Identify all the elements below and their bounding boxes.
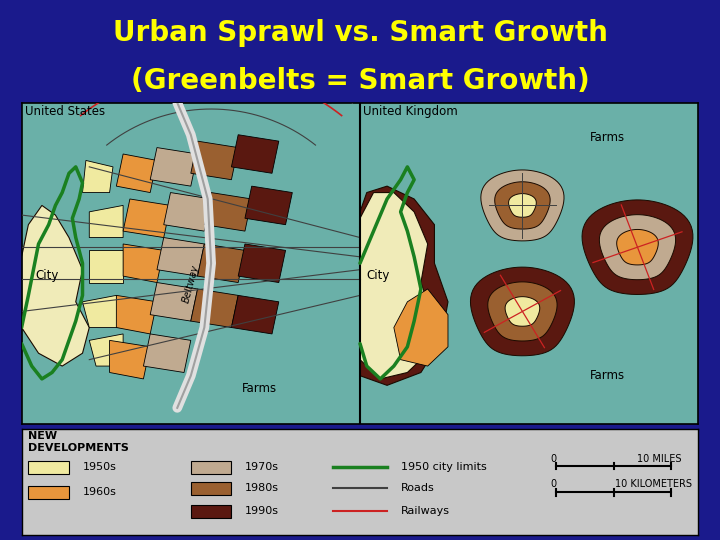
Text: Urban Sprawl vs. Smart Growth: Urban Sprawl vs. Smart Growth [112,19,608,47]
Polygon shape [394,289,448,366]
Polygon shape [481,170,564,241]
Polygon shape [89,334,123,366]
Polygon shape [143,334,191,373]
Text: Farms: Farms [241,382,276,395]
Polygon shape [83,295,123,327]
Text: 1980s: 1980s [245,483,279,493]
Text: Roads: Roads [400,483,434,493]
Text: City: City [35,269,58,282]
Polygon shape [231,295,279,334]
Text: 0: 0 [550,479,557,489]
Polygon shape [191,289,238,327]
Text: 10 KILOMETERS: 10 KILOMETERS [615,479,692,489]
Polygon shape [89,205,123,238]
Polygon shape [22,205,89,366]
Polygon shape [505,296,540,326]
Polygon shape [617,230,658,265]
Bar [28,461,69,474]
Bar [191,461,231,474]
Polygon shape [150,147,197,186]
Text: Farms: Farms [590,131,625,144]
Bar [28,486,69,499]
Text: 0: 0 [550,454,557,464]
Polygon shape [238,244,286,282]
Polygon shape [204,193,252,231]
Polygon shape [83,160,113,193]
Text: 1960s: 1960s [83,488,117,497]
Text: 1950s: 1950s [83,462,117,472]
Polygon shape [157,238,204,276]
Text: Beltway: Beltway [181,264,200,304]
Text: (Greenbelts = Smart Growth): (Greenbelts = Smart Growth) [130,68,590,96]
Text: 1950 city limits: 1950 city limits [400,462,486,472]
Polygon shape [495,182,550,229]
Polygon shape [89,251,123,282]
Polygon shape [117,295,157,334]
Polygon shape [197,244,245,282]
Polygon shape [150,282,197,321]
Polygon shape [163,193,211,231]
Polygon shape [231,135,279,173]
Text: United States: United States [25,105,105,118]
Polygon shape [123,199,171,238]
Polygon shape [117,154,157,193]
Polygon shape [582,200,693,294]
Text: Farms: Farms [590,369,625,382]
Text: United Kingdom: United Kingdom [364,105,458,118]
Polygon shape [599,215,675,280]
Polygon shape [487,282,557,341]
Polygon shape [123,244,163,282]
Text: Railways: Railways [400,507,449,516]
Text: 10 MILES: 10 MILES [637,454,681,464]
Polygon shape [191,141,238,180]
Text: NEW
DEVELOPMENTS: NEW DEVELOPMENTS [28,431,130,453]
Polygon shape [109,340,150,379]
Text: City: City [366,269,390,282]
Polygon shape [245,186,292,225]
Polygon shape [508,194,536,217]
Text: 1970s: 1970s [245,462,279,472]
Bar [191,505,231,518]
Polygon shape [360,193,434,379]
Text: 1990s: 1990s [245,507,279,516]
Polygon shape [470,267,575,356]
Bar [191,482,231,495]
Polygon shape [360,186,448,386]
